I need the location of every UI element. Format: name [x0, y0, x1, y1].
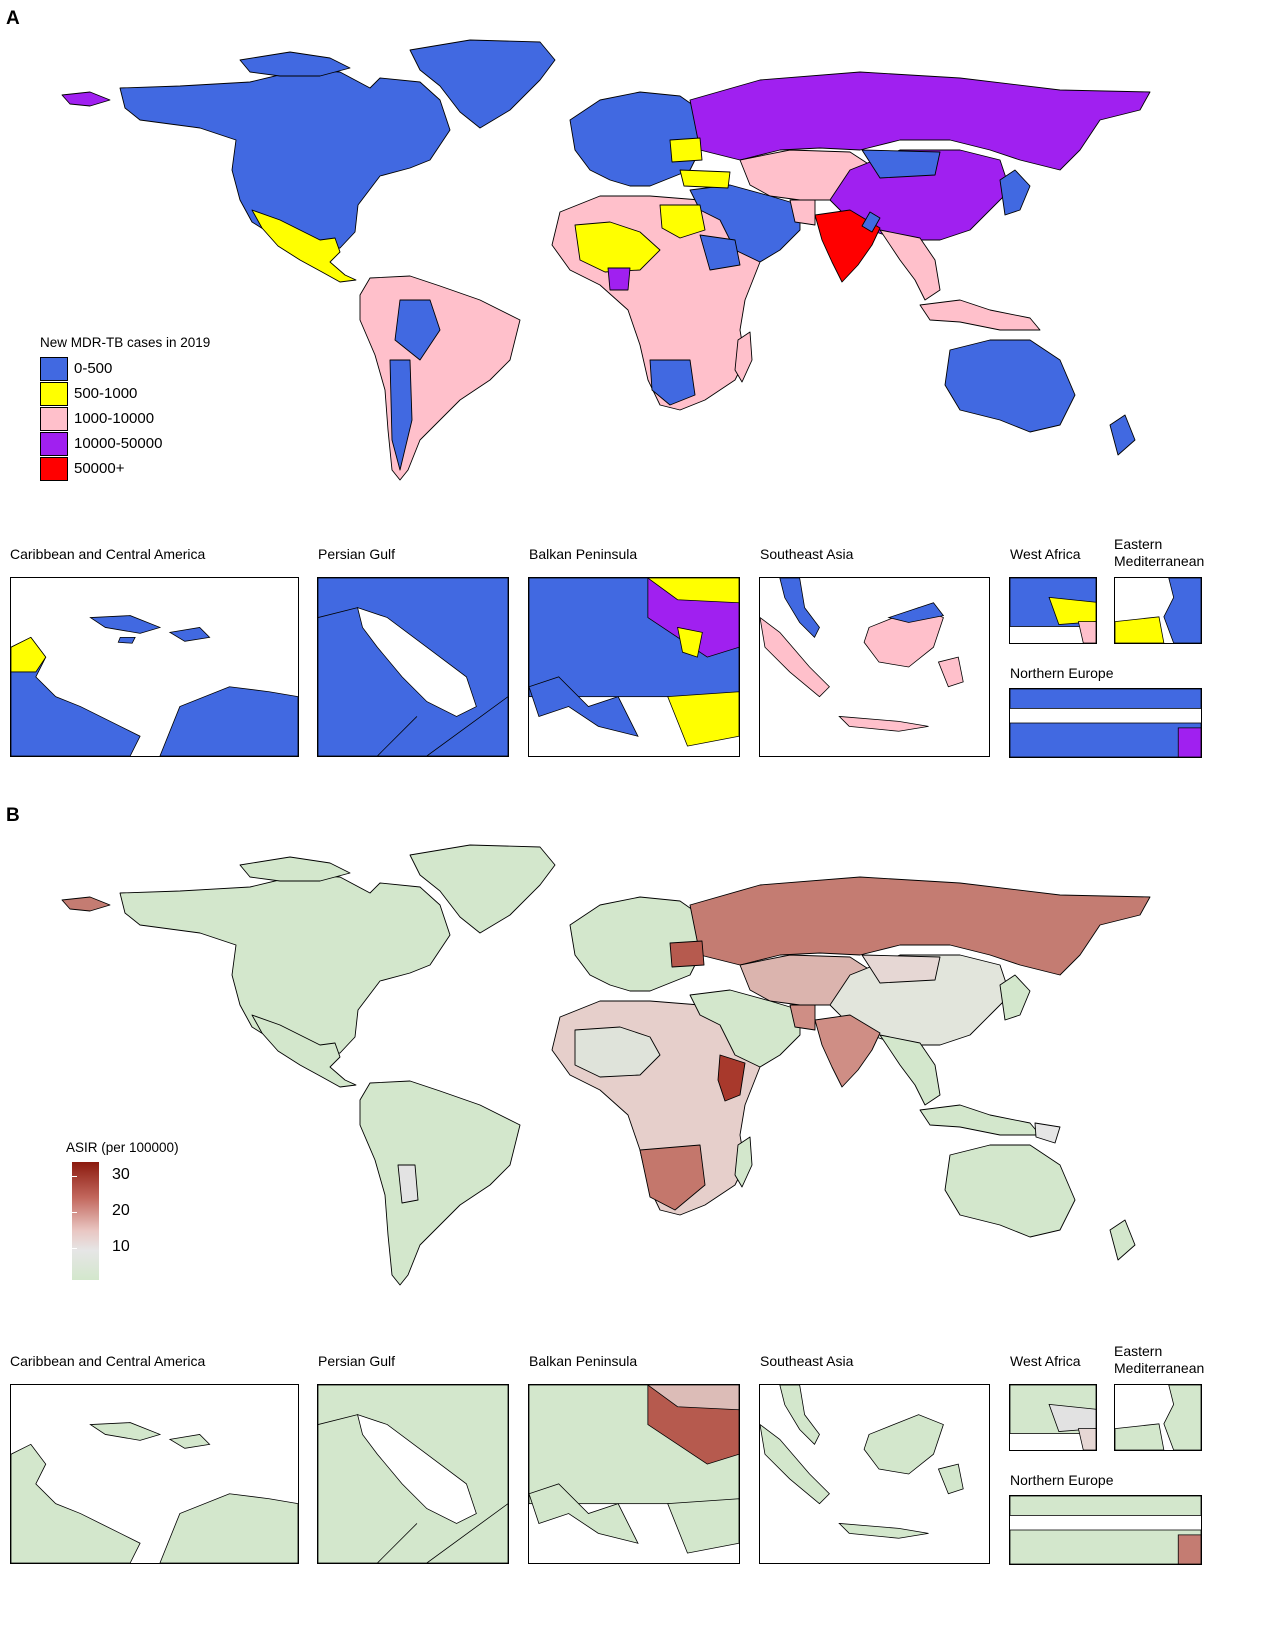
inset-northern-europe: [1009, 1495, 1202, 1565]
world-map-asir: [61, 844, 1151, 1286]
region-new-zealand: [1109, 1219, 1136, 1261]
inset-eastern-mediterranean: [1114, 1384, 1202, 1451]
region-mongolia: [861, 954, 941, 984]
inset-title-southeast-asia: Southeast Asia: [760, 546, 854, 562]
legend-label: 500-1000: [74, 385, 138, 402]
world-map-mdr-tb-cases: [61, 39, 1151, 481]
legend-tick-mark: [72, 1212, 77, 1213]
inset-southeast-asia: [759, 1384, 990, 1564]
region-japan: [999, 974, 1031, 1021]
inset-northern-europe: [1009, 688, 1202, 758]
region-egypt: [659, 204, 706, 239]
legend-item: 500-1000: [40, 381, 210, 406]
legend-label: 1000-10000: [74, 410, 155, 427]
region-southern-africa: [639, 1144, 706, 1211]
legend-label: 10000-50000: [74, 435, 163, 452]
region-turkey: [679, 169, 731, 189]
region-australia: [944, 1144, 1076, 1238]
legend-mdr-tb-cases: New MDR-TB cases in 2019 0-500 500-1000 …: [40, 335, 210, 481]
inset-caribbean: [10, 577, 299, 757]
region-west-africa: [574, 221, 661, 273]
legend-tick-label: 10: [112, 1238, 130, 1255]
inset-title-caribbean: Caribbean and Central America: [10, 1353, 206, 1369]
region-southern-cone: [389, 359, 413, 471]
region-mongolia: [861, 149, 941, 179]
region-somalia: [717, 1054, 746, 1102]
inset-title-persian-gulf: Persian Gulf: [318, 546, 396, 562]
inset-title-balkan: Balkan Peninsula: [529, 546, 638, 562]
region-afghanistan: [789, 1004, 816, 1031]
legend-label: 0-500: [74, 360, 113, 377]
legend-tick-label: 20: [112, 1202, 130, 1219]
legend-swatch: [40, 431, 68, 456]
region-japan: [999, 169, 1031, 216]
panel-a-letter: A: [6, 8, 20, 29]
legend-swatch: [40, 406, 68, 431]
region-papua-new-guinea: [1034, 1122, 1061, 1144]
region-indonesia: [919, 299, 1041, 331]
legend-item: 0-500: [40, 356, 210, 381]
region-canadian-arctic: [239, 856, 351, 882]
inset-eastern-mediterranean: [1114, 577, 1202, 644]
inset-balkan: [528, 1384, 740, 1564]
region-nigeria: [607, 267, 631, 291]
region-australia: [944, 339, 1076, 433]
inset-title-northern-europe: Northern Europe: [1010, 1472, 1114, 1488]
inset-title-eastern-mediterranean: Eastern Mediterranean: [1114, 536, 1205, 569]
panel-b-letter: B: [6, 805, 20, 826]
region-chukotka: [61, 896, 111, 912]
inset-west-africa: [1009, 1384, 1097, 1451]
legend-tick-mark: [72, 1176, 77, 1177]
inset-west-africa: [1009, 577, 1097, 644]
legend-title: New MDR-TB cases in 2019: [40, 335, 211, 350]
inset-title-balkan: Balkan Peninsula: [529, 1353, 638, 1369]
inset-title-persian-gulf: Persian Gulf: [318, 1353, 396, 1369]
legend-tick-mark: [72, 1248, 77, 1249]
region-new-zealand: [1109, 414, 1136, 456]
legend-label: 50000+: [74, 460, 125, 477]
inset-balkan: [528, 577, 740, 757]
inset-title-southeast-asia: Southeast Asia: [760, 1353, 854, 1369]
region-andes: [394, 299, 441, 361]
legend-asir: ASIR (per 100000) 30 20 10: [66, 1140, 216, 1290]
region-south-america: [359, 275, 521, 481]
region-indonesia: [919, 1104, 1041, 1136]
region-southeast-asia: [879, 229, 941, 301]
legend-title: ASIR (per 100000): [66, 1140, 179, 1155]
region-ukraine: [669, 137, 703, 163]
region-horn-of-africa: [699, 234, 741, 271]
region-canadian-arctic: [239, 51, 351, 77]
legend-item: 10000-50000: [40, 431, 210, 456]
inset-title-eastern-mediterranean: Eastern Mediterranean: [1114, 1343, 1205, 1376]
inset-title-west-africa: West Africa: [1010, 546, 1081, 562]
inset-title-west-africa: West Africa: [1010, 1353, 1081, 1369]
region-afghanistan: [789, 199, 816, 226]
legend-swatch: [40, 381, 68, 406]
inset-southeast-asia: [759, 577, 990, 757]
inset-caribbean: [10, 1384, 299, 1564]
inset-persian-gulf: [317, 577, 509, 757]
legend-tick-label: 30: [112, 1166, 130, 1183]
region-southeast-asia: [879, 1034, 941, 1106]
inset-title-northern-europe: Northern Europe: [1010, 665, 1114, 681]
legend-swatch: [40, 356, 68, 381]
region-bangladesh: [861, 211, 881, 233]
inset-persian-gulf: [317, 1384, 509, 1564]
region-west-africa: [574, 1026, 661, 1078]
legend-item: 50000+: [40, 456, 210, 481]
legend-swatch: [40, 456, 68, 481]
region-south-america: [359, 1080, 521, 1286]
region-bolivia: [397, 1164, 419, 1204]
region-chukotka: [61, 91, 111, 107]
region-southern-africa: [649, 359, 696, 406]
legend-color-bar: [72, 1162, 99, 1280]
region-ukraine: [669, 940, 705, 968]
legend-item: 1000-10000: [40, 406, 210, 431]
inset-title-caribbean: Caribbean and Central America: [10, 546, 206, 562]
